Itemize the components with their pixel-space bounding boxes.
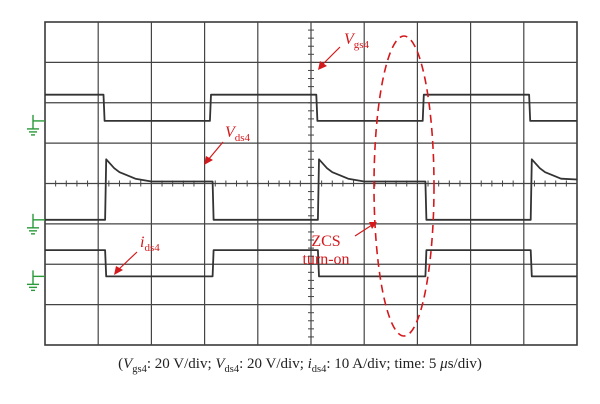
arrow-vds4: [207, 141, 224, 161]
arrowhead-ids4: [114, 266, 123, 275]
arrow-zcs: [354, 224, 373, 237]
arrow-ids4: [117, 251, 138, 271]
ground-markers: [27, 114, 45, 292]
caption-vgs-v: V: [123, 356, 133, 372]
annotation-vds4: Vds4: [204, 124, 251, 165]
arrow-vgs4: [321, 46, 341, 66]
annotation-vgs4-main: V: [344, 31, 356, 48]
annotation-zcs-line2: turn-on: [302, 251, 349, 268]
svg-text:Vds4: Vds4: [225, 124, 251, 144]
annotation-vds4-main: V: [225, 124, 237, 141]
caption-open: (: [118, 356, 124, 372]
caption-vds-scale: : 20 V/div;: [239, 356, 308, 372]
ground-icon: [27, 114, 45, 136]
annotation-vgs4-sub: gs4: [354, 39, 370, 51]
caption-time-unit: s/div): [447, 356, 482, 372]
arrowhead-vds4: [204, 156, 213, 165]
caption-vgs-scale: : 20 V/div;: [146, 356, 216, 372]
annotation-zcs-line1: ZCS: [311, 233, 340, 250]
caption-ids-i: i: [307, 356, 312, 372]
trace-vgs4: [45, 93, 577, 122]
traces: [45, 93, 578, 278]
caption-vgs-sub: gs4: [132, 364, 147, 375]
caption-ids-sub: ds4: [311, 364, 327, 375]
ground-icon: [27, 270, 45, 292]
trace-ids4: [45, 249, 577, 278]
annotation-ids4: ids4: [114, 234, 160, 275]
trace-vds4: [45, 158, 578, 221]
caption-vds-sub: ds4: [224, 364, 240, 375]
oscilloscope-plot: Vgs4 Vds4 ids4 ZCS turn-on: [27, 21, 578, 346]
annotation-ids4-sub: ds4: [144, 242, 160, 254]
zcs-highlight-ellipse: [373, 35, 435, 337]
svg-text:Vgs4: Vgs4: [344, 31, 370, 51]
caption-vds-v: V: [215, 356, 225, 372]
caption-mu: μ: [440, 356, 448, 372]
caption-ids-scale: : 10 A/div; time: 5: [326, 356, 441, 372]
annotation-zcs: ZCS turn-on: [302, 222, 377, 268]
grid: [44, 21, 578, 346]
annotation-vds4-sub: ds4: [235, 132, 251, 144]
annotation-ids4-main: i: [140, 234, 144, 251]
annotation-vgs4: Vgs4: [318, 31, 370, 70]
arrowhead-vgs4: [318, 61, 327, 70]
svg-text:ids4: ids4: [140, 234, 160, 254]
ground-icon: [27, 213, 45, 235]
caption: (Vgs4: 20 V/div; Vds4: 20 V/div; ids4: 1…: [0, 356, 600, 375]
